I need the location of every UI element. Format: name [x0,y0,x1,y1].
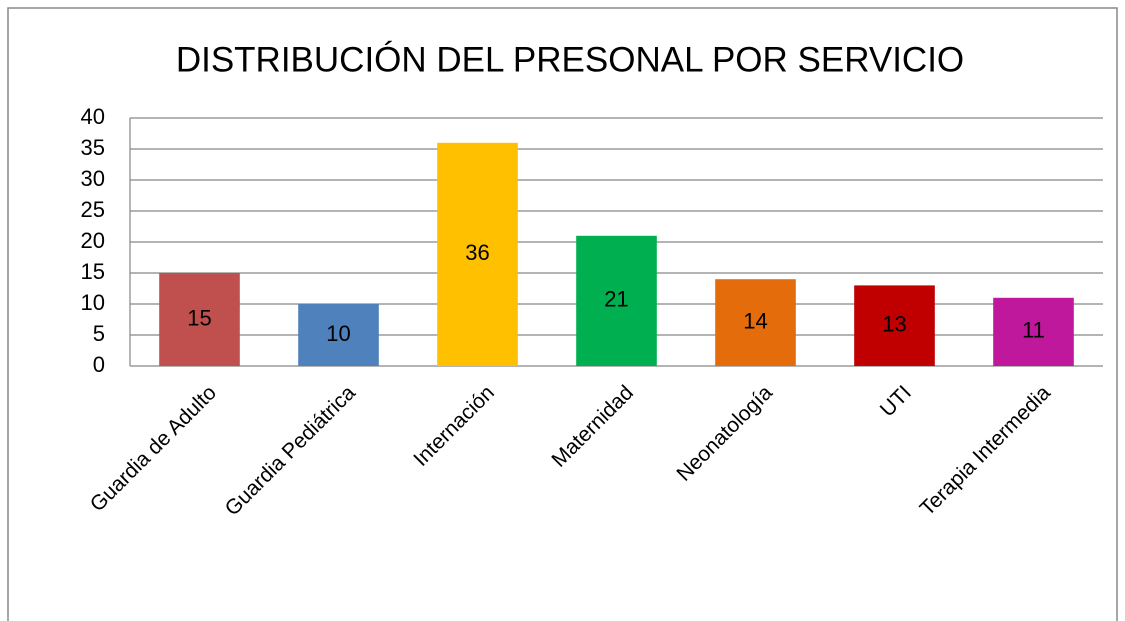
bar [576,235,657,366]
y-tick-label: 30 [81,166,105,191]
bar [854,285,935,366]
bar [715,279,796,366]
y-tick-label: 20 [81,228,105,253]
bar [993,297,1074,366]
bar [159,273,240,366]
data-label: 21 [604,287,628,312]
data-label: 13 [882,312,906,337]
chart-title: DISTRIBUCIÓN DEL PRESONAL POR SERVICIO [176,40,964,79]
y-tick-label: 40 [81,104,105,129]
data-label: 10 [326,321,350,346]
y-tick-label: 15 [81,259,105,284]
y-tick-label: 35 [81,135,105,160]
data-label: 11 [1022,318,1045,343]
y-tick-label: 25 [81,197,105,222]
data-label: 36 [465,240,489,265]
y-tick-label: 10 [81,290,105,315]
y-tick-label: 5 [93,321,105,346]
data-label: 15 [187,305,211,330]
y-tick-label: 0 [93,352,105,377]
data-label: 14 [743,308,767,333]
bar [298,304,379,366]
bar [437,142,518,366]
